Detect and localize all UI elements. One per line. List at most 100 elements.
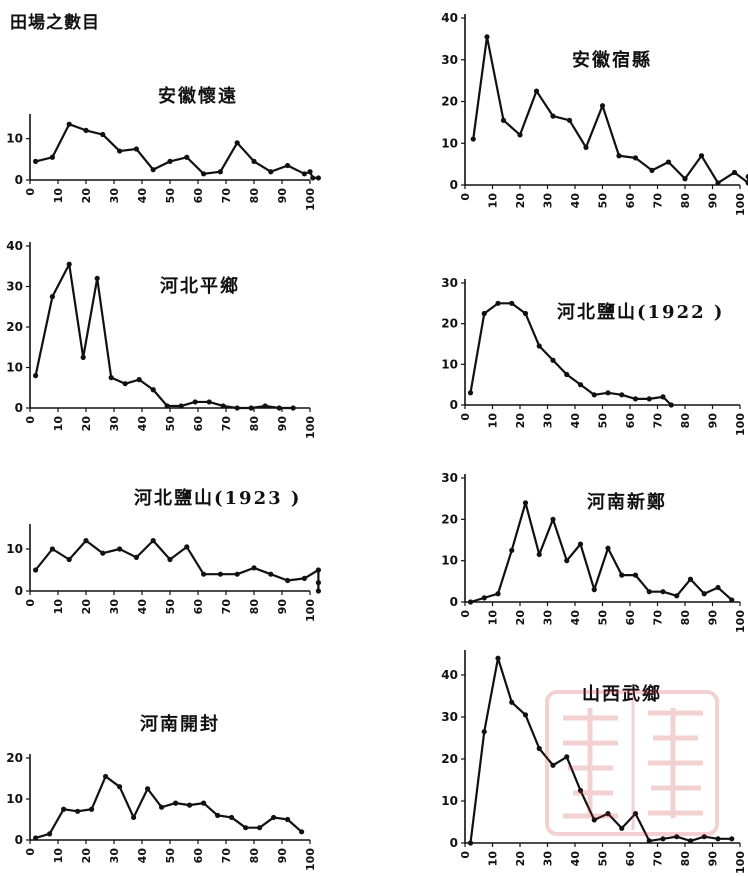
y-tick-label: 10 <box>6 792 23 806</box>
data-point <box>66 261 72 267</box>
data-point <box>268 571 274 577</box>
chart-title: 河北鹽山(1922 ) <box>557 301 724 323</box>
data-point <box>307 169 313 175</box>
data-point <box>201 571 207 577</box>
data-point <box>591 587 597 593</box>
x-tick-label: 0 <box>24 416 37 424</box>
data-point <box>276 405 282 411</box>
data-point <box>122 381 128 387</box>
chart-title: 安徽懷遠 <box>158 85 238 107</box>
x-tick-label: 30 <box>542 413 555 429</box>
chart-title: 河南新鄭 <box>587 491 667 513</box>
data-point <box>33 835 39 841</box>
x-tick-label: 70 <box>652 413 665 429</box>
data-point <box>315 567 321 573</box>
x-tick-label: 30 <box>542 851 555 867</box>
x-tick-label: 0 <box>459 193 472 201</box>
data-point <box>509 547 515 553</box>
x-tick-label: 70 <box>220 848 233 864</box>
data-point <box>49 154 56 160</box>
y-tick-label: 40 <box>441 11 458 25</box>
y-tick-label: 0 <box>450 398 458 412</box>
data-point <box>577 787 584 794</box>
x-tick-label: 80 <box>679 193 692 209</box>
data-point <box>729 597 735 603</box>
data-point <box>495 591 501 597</box>
data-point <box>599 103 606 109</box>
x-tick-label: 10 <box>487 413 500 429</box>
x-tick-label: 80 <box>679 851 692 867</box>
y-tick-label: 0 <box>450 836 458 850</box>
data-point <box>577 382 584 388</box>
data-point <box>577 541 584 547</box>
x-tick-label: 60 <box>192 848 205 864</box>
x-tick-label: 40 <box>136 188 149 204</box>
series-line <box>469 302 673 406</box>
data-point <box>509 699 515 705</box>
x-tick-label: 0 <box>459 610 472 618</box>
data-point <box>131 814 137 821</box>
data-point <box>301 171 307 177</box>
x-tick-label: 20 <box>80 416 93 432</box>
data-point <box>234 140 240 146</box>
data-point <box>268 169 274 175</box>
data-point <box>75 808 81 814</box>
x-tick-label: 100 <box>304 599 317 622</box>
data-point <box>33 567 39 573</box>
data-point <box>103 773 109 780</box>
data-point <box>646 396 652 402</box>
x-tick-label: 60 <box>624 610 637 626</box>
x-tick-label: 40 <box>569 413 582 429</box>
data-point <box>550 357 556 363</box>
data-point <box>632 811 639 817</box>
y-tick-label: 10 <box>6 542 23 556</box>
data-point <box>248 405 254 411</box>
x-tick-label: 20 <box>80 188 93 204</box>
x-tick-label: 70 <box>652 193 665 209</box>
x-tick-label: 20 <box>514 193 527 209</box>
data-point <box>745 180 748 186</box>
data-point <box>481 595 487 601</box>
x-tick-label: 0 <box>24 599 37 607</box>
data-point <box>80 354 86 360</box>
data-point <box>257 825 263 831</box>
x-tick-label: 10 <box>487 610 500 626</box>
x-tick-label: 80 <box>248 416 261 432</box>
data-point <box>184 154 190 160</box>
data-point <box>715 180 721 186</box>
x-tick-label: 10 <box>52 416 65 432</box>
data-point <box>619 392 625 398</box>
data-point <box>500 117 507 123</box>
x-tick-label: 50 <box>164 599 177 615</box>
x-tick-label: 50 <box>164 188 177 204</box>
data-point <box>243 825 249 831</box>
data-point <box>136 377 142 383</box>
data-point <box>234 405 240 411</box>
data-point <box>315 175 321 181</box>
data-point <box>285 816 291 823</box>
y-tick-label: 0 <box>15 833 23 847</box>
data-point <box>536 343 542 349</box>
data-point <box>173 800 179 806</box>
y-tick-label: 40 <box>441 668 458 682</box>
x-tick-label: 10 <box>52 188 65 204</box>
x-tick-label: 50 <box>597 193 610 209</box>
data-point <box>49 294 56 300</box>
x-tick-label: 10 <box>487 193 500 209</box>
data-point <box>217 571 223 577</box>
x-tick-label: 20 <box>514 413 527 429</box>
data-point <box>47 831 53 837</box>
data-point <box>117 784 123 790</box>
x-tick-label: 80 <box>679 413 692 429</box>
x-tick-label: 80 <box>248 848 261 864</box>
data-point <box>178 403 184 409</box>
x-tick-label: 40 <box>569 851 582 867</box>
series-line <box>34 539 320 591</box>
data-point <box>698 153 705 159</box>
y-tick-label: 0 <box>15 584 23 598</box>
data-point <box>290 405 296 411</box>
data-point <box>299 829 305 835</box>
x-tick-label: 80 <box>248 599 261 615</box>
y-tick-label: 40 <box>6 239 23 253</box>
